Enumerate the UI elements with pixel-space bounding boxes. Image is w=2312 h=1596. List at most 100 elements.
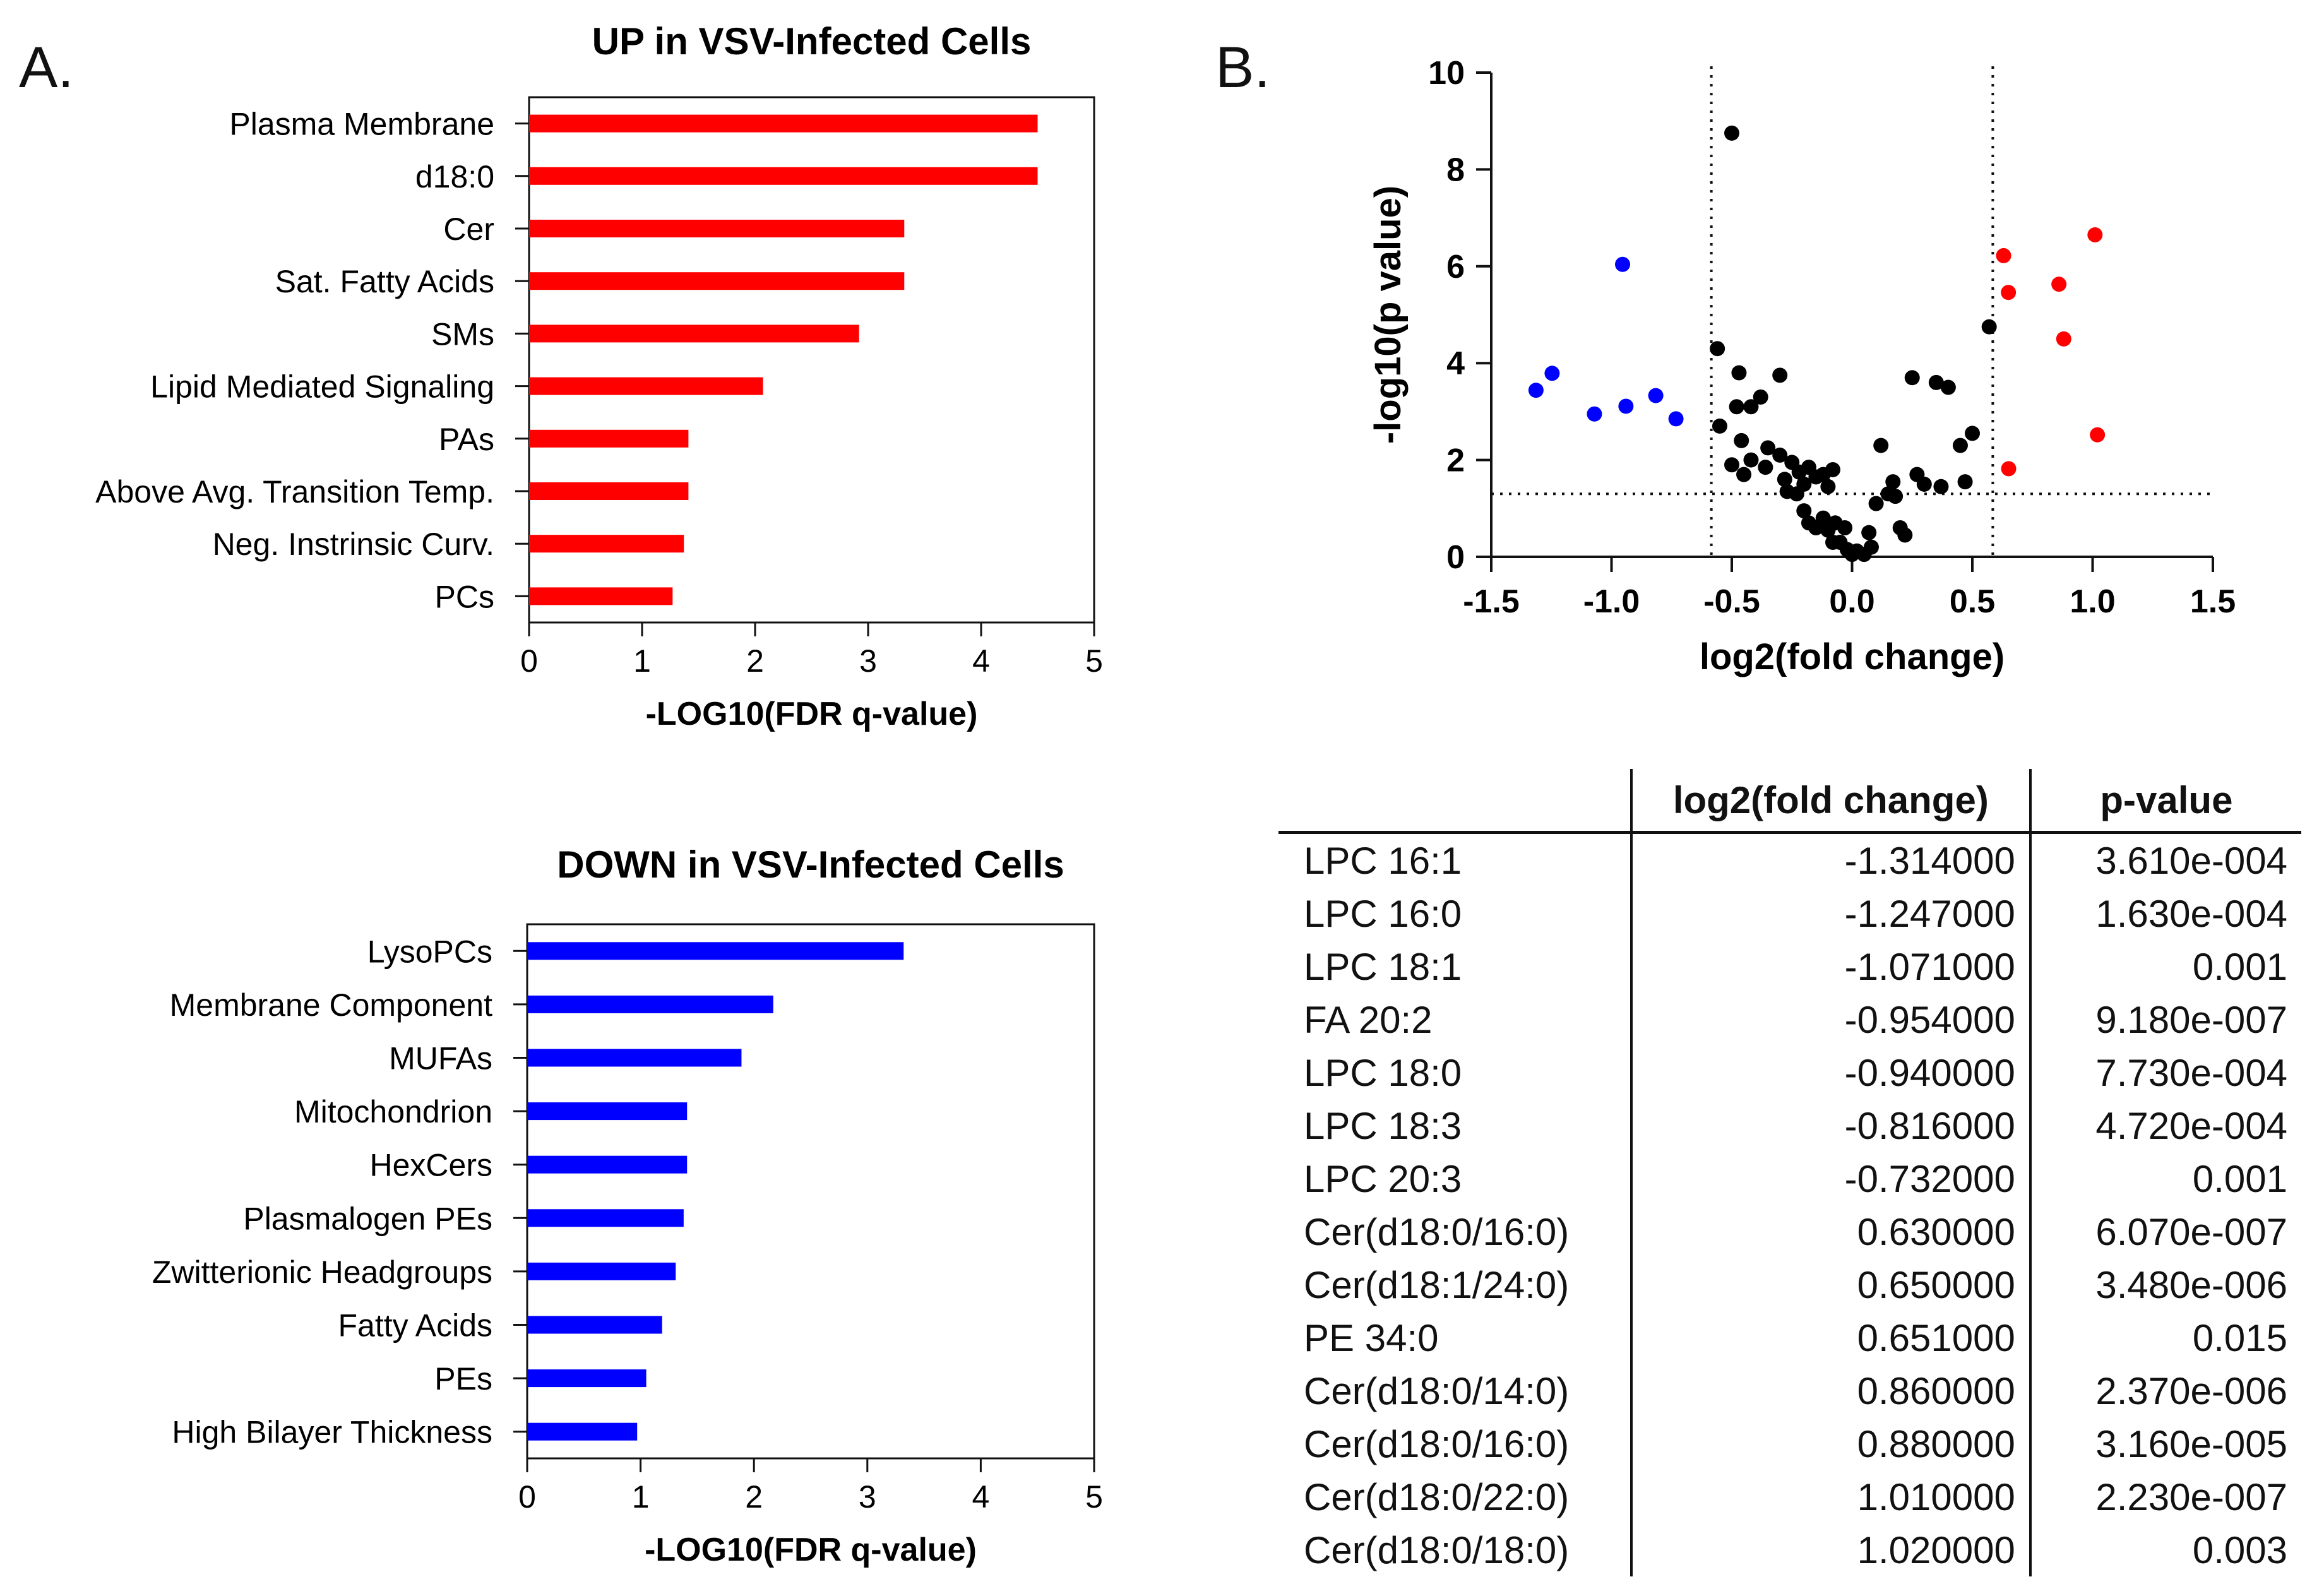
volcano-x-tick-label: -1.5 [1463, 583, 1520, 620]
table-row: Cer(d18:1/24:0) 0.650000 3.480e-006 [1278, 1258, 2301, 1311]
table-cell-fold-change: -1.071000 [1630, 940, 2030, 993]
volcano-plot: -1.5 -1.0 -0.5 0.0 0.5 1.0 1.5 0 2 4 6 8 10 log2(fold… [1368, 55, 2236, 677]
up-category-label: Above Avg. Transition Temp. [95, 474, 494, 509]
up-chart-title: UP in VSV-Infected Cells [592, 20, 1032, 63]
volcano-point-ns [1873, 438, 1889, 453]
volcano-point-ns [1940, 379, 1956, 395]
up-bar [529, 325, 859, 343]
up-bar [529, 587, 673, 605]
down-category-label: Mitochondrion [294, 1094, 492, 1129]
table-cell-p-value: 4.720e-004 [2029, 1099, 2301, 1152]
up-category-label: SMs [431, 316, 494, 352]
volcano-point-ns [1861, 525, 1877, 540]
up-bar [529, 114, 1038, 133]
up-bar [529, 220, 905, 237]
table-cell-fold-change: 0.860000 [1630, 1364, 2030, 1417]
volcano-point-ns [1777, 472, 1792, 487]
volcano-point-ns [1952, 438, 1968, 453]
volcano-point-ns [1933, 479, 1949, 494]
up-category-label: Cer [443, 211, 494, 247]
table-row: Cer(d18:0/16:0) 0.880000 3.160e-005 [1278, 1417, 2301, 1470]
table-cell-name: Cer(d18:0/16:0) [1304, 1422, 1570, 1465]
table-row: LPC 16:0 -1.247000 1.630e-004 [1278, 887, 2301, 940]
table-header-fold-change: log2(fold change) [1630, 769, 2030, 834]
volcano-point-ns [1796, 503, 1812, 519]
down-x-axis-label: -LOG10(FDR q-value) [645, 1532, 977, 1568]
up-category-label: PCs [435, 579, 494, 614]
volcano-point-ns [1724, 457, 1739, 473]
table-cell-name: FA 20:2 [1304, 998, 1433, 1041]
up-bar [529, 482, 689, 500]
down-bar [527, 1262, 676, 1280]
volcano-point-down [1587, 406, 1602, 422]
table-cell-name: Cer(d18:1/24:0) [1304, 1263, 1570, 1306]
up-category-label: Plasma Membrane [229, 107, 494, 142]
volcano-point-up [2056, 331, 2071, 347]
down-bar-chart: DOWN in VSV-Infected Cells LysoPCs Membran… [152, 843, 1103, 1568]
table-cell-name: Cer(d18:0/18:0) [1304, 1528, 1570, 1571]
volcano-point-ns [1724, 125, 1739, 141]
up-category-label: Neg. Instrinsic Curv. [213, 527, 494, 562]
table-cell-fold-change: 1.020000 [1630, 1523, 2030, 1576]
up-plot-frame [528, 96, 1095, 624]
down-category-label: LysoPCs [367, 934, 492, 969]
table-cell-name: Cer(d18:0/22:0) [1304, 1475, 1570, 1518]
volcano-point-ns [1825, 534, 1841, 550]
table-cell-fold-change: 0.651000 [1630, 1311, 2030, 1364]
volcano-point-ns [1753, 389, 1768, 405]
volcano-point-ns [1758, 460, 1773, 475]
table-row: LPC 18:0 -0.940000 7.730e-004 [1278, 1046, 2301, 1099]
table-cell-fold-change: 0.880000 [1630, 1417, 2030, 1470]
volcano-point-down [1528, 383, 1544, 398]
volcano-point-ns [1731, 365, 1747, 381]
volcano-y-tick-label: 2 [1446, 443, 1465, 479]
up-category-label: PAs [439, 422, 494, 457]
volcano-point-ns [1957, 474, 1973, 490]
up-category-label: d18:0 [415, 159, 494, 194]
down-category-label: HexCers [370, 1148, 492, 1183]
down-bar [527, 1316, 662, 1334]
table-cell-fold-change: 0.650000 [1630, 1258, 2030, 1311]
up-category-label: Sat. Fatty Acids [275, 264, 494, 299]
volcano-y-tick-label: 6 [1446, 249, 1465, 285]
volcano-point-up [2051, 277, 2067, 292]
up-category-label: Lipid Mediated Signaling [150, 369, 494, 405]
table-cell-p-value: 7.730e-004 [2029, 1046, 2301, 1099]
volcano-x-tick-label: -1.0 [1583, 583, 1640, 620]
down-category-label: Fatty Acids [338, 1308, 492, 1343]
table-row: LPC 16:1 -1.314000 3.610e-004 [1278, 832, 2301, 887]
up-bar [529, 167, 1038, 185]
volcano-point-ns [1888, 489, 1904, 504]
table-cell-name: LPC 18:3 [1304, 1104, 1462, 1147]
volcano-x-tick-label: 0.5 [1950, 583, 1995, 620]
table-cell-fold-change: -1.314000 [1630, 832, 2030, 887]
volcano-point-ns [1743, 452, 1759, 468]
down-category-label: Plasmalogen PEs [243, 1201, 492, 1236]
up-bar [529, 429, 689, 448]
table-cell-p-value: 6.070e-007 [2029, 1205, 2301, 1258]
down-bar [527, 1102, 688, 1121]
down-category-label: High Bilayer Thickness [172, 1415, 492, 1450]
table-cell-p-value: 1.630e-004 [2029, 887, 2301, 940]
volcano-point-ns [1916, 476, 1932, 492]
volcano-point-ns [1772, 367, 1788, 383]
down-x-tick-label: 4 [972, 1479, 989, 1515]
table-row: Cer(d18:0/22:0) 1.010000 2.230e-007 [1278, 1470, 2301, 1523]
up-bar [529, 535, 684, 553]
table-row: LPC 18:1 -1.071000 0.001 [1278, 940, 2301, 993]
volcano-point-ns [1815, 510, 1831, 526]
table-cell-fold-change: -0.732000 [1630, 1152, 2030, 1205]
down-bar [527, 1209, 684, 1227]
volcano-point-ns [1736, 467, 1752, 482]
table-cell-fold-change: -0.954000 [1630, 993, 2030, 1046]
results-table: log2(fold change) p-value LPC 16:1 -1.314… [1278, 769, 2301, 1576]
table-cell-fold-change: 0.630000 [1630, 1205, 2030, 1258]
table-cell-p-value: 0.001 [2029, 1152, 2301, 1205]
volcano-x-tick-label: 1.5 [2190, 583, 2236, 620]
volcano-point-ns [1885, 474, 1901, 490]
up-bar [529, 377, 763, 395]
volcano-x-tick-label: 0.0 [1829, 583, 1874, 620]
table-row: Cer(d18:0/14:0) 0.860000 2.370e-006 [1278, 1364, 2301, 1417]
table-cell-p-value: 0.015 [2029, 1311, 2301, 1364]
table-cell-name: LPC 18:1 [1304, 945, 1462, 988]
